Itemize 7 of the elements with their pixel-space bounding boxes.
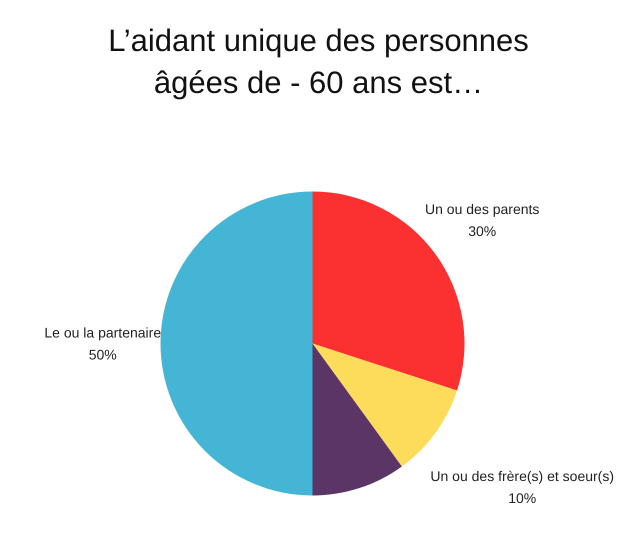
slice-label: Le ou la partenaire [44,324,162,340]
chart-title: L’aidant unique des personnes âgées de - 60 ans est… [108,23,529,100]
data-label: 10% [508,490,536,506]
data-label: 50% [88,346,117,362]
slice-label: Un ou des parents [424,201,540,218]
data-label: 30% [468,223,496,240]
slice-label: Un ou des frère(s) et soeur(s) [430,468,614,484]
